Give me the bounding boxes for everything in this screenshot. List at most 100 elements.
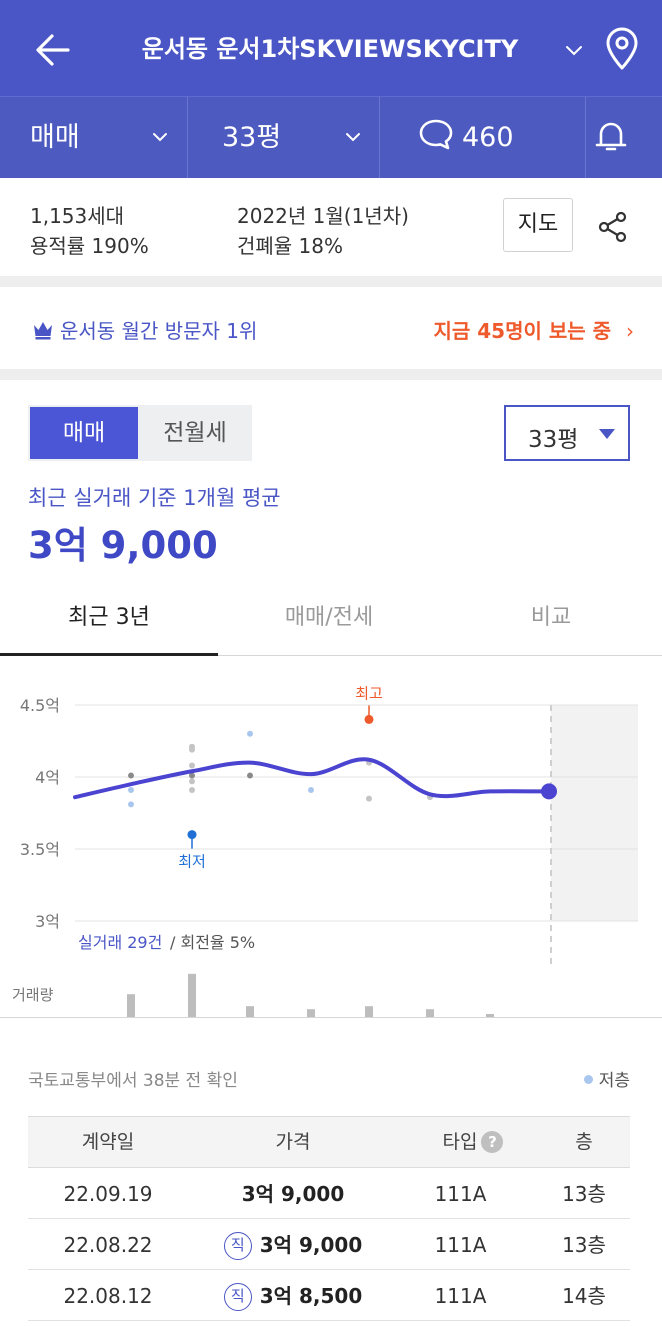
latest-point [541,783,557,800]
row-price: 직 3억 9,000 [188,1219,398,1269]
tab-recent-3y[interactable]: 최근 3년 [0,590,218,656]
volume-bar [307,1009,315,1017]
table-row[interactable]: 22.09.19 3억 9,000 111A 13층 [28,1168,630,1219]
bell-icon [595,122,627,151]
section-gap [0,276,662,287]
divider [187,97,188,179]
volume-bar [127,994,135,1017]
trade-point [308,786,314,793]
trade-point [189,762,195,769]
trade-point [189,746,195,753]
size-label: 33평 [222,122,282,153]
row-floor: 13층 [562,1233,606,1257]
y-tick-label: 4.5억 [20,696,60,715]
max-point [364,714,374,724]
volume-bar [188,973,196,1017]
trade-point [128,772,134,779]
viewers-now[interactable]: 지금 45명이 보는 중 › [434,315,635,344]
trade-point [247,772,253,779]
header-type[interactable]: 타입? [413,1117,533,1167]
section-gap [0,369,662,380]
row-type: 111A [434,1233,487,1257]
chevron-down-icon[interactable] [562,38,586,62]
trade-segment-control: 매매 전월세 [28,405,252,461]
rank-text: 운서동 월간 방문자 1위 [60,319,258,343]
visitor-rank-banner[interactable]: 운서동 월간 방문자 1위 지금 45명이 보는 중 › [0,287,662,369]
comments-button[interactable]: 460 [418,97,514,179]
trade-point [247,730,253,737]
chevron-right-icon: › [626,319,634,343]
map-pin-icon [606,27,638,70]
legend-low-floor: 저층 [583,1066,630,1091]
trade-point [189,786,195,793]
row-price-value: 3억 9,000 [241,1182,345,1206]
viewers-text: 지금 45명이 보는 중 [433,319,612,343]
chevron-down-icon[interactable] [343,127,363,147]
row-floor: 13층 [562,1182,606,1206]
trade-point [128,801,134,808]
table-row[interactable]: 22.08.22 직 3억 9,000 111A 13층 [28,1219,630,1270]
volume-bar [426,1009,434,1017]
row-date: 22.09.19 [63,1182,153,1206]
table-row[interactable]: 22.08.12 직 3억 8,500 111A 14층 [28,1270,630,1321]
volume-label: 거래량 [12,986,54,1004]
average-price: 3억 9,000 [28,524,218,567]
map-button[interactable]: 지도 [503,198,573,252]
page-title[interactable]: 운서동 운서1차SKVIEWSKYCITY [141,35,519,63]
segment-rent[interactable]: 전월세 [163,420,227,446]
floor-area-ratio: 용적률 190% [30,234,149,258]
legend-low-floor-label: 저층 [598,1071,630,1091]
speech-bubble-icon [419,119,453,150]
tab-compare[interactable]: 비교 [530,605,572,630]
help-icon[interactable]: ? [481,1131,504,1153]
trade-point [366,795,372,802]
alarm-button[interactable] [594,119,628,155]
share-icon [598,211,627,243]
trade-type-label: 매매 [30,122,80,153]
header-floor: 층 [575,1131,593,1153]
households: 1,153세대 [30,204,125,228]
turnover-rate: / 회전율 5% [170,933,255,952]
volume-bar [246,1006,254,1017]
row-floor: 14층 [562,1284,606,1308]
size-dropdown[interactable]: 33평 [504,405,630,461]
segment-sale[interactable]: 매매 [30,407,138,459]
volume-bar [365,1006,373,1017]
y-tick-label: 3.5억 [20,840,60,859]
trade-count: 실거래 29건 [78,933,162,952]
top-bar: 운서동 운서1차SKVIEWSKYCITY [0,0,662,96]
trade-type-selector[interactable]: 매매 [30,97,80,179]
coverage-ratio: 건폐율 18% [237,234,344,258]
complex-info: 1,153세대 용적률 190% 2022년 1월(1년차) 건폐율 18% 지… [0,178,662,276]
chevron-down-icon[interactable] [150,127,170,147]
trade-point [189,778,195,785]
filter-bar: 매매 33평 460 [0,96,662,179]
row-price: 직 3억 8,500 [188,1270,398,1320]
row-date: 22.08.22 [63,1233,153,1257]
header-date: 계약일 [81,1131,135,1153]
row-type: 111A [434,1182,487,1206]
size-dropdown-label: 33평 [528,427,579,453]
crown-icon [34,322,52,340]
share-button[interactable] [596,210,630,244]
min-label: 최저 [178,853,206,871]
row-price-value: 3억 9,000 [259,1233,363,1257]
y-tick-label: 4억 [35,768,60,787]
trade-point [128,786,134,793]
divider [379,97,380,179]
location-button[interactable] [602,26,642,72]
row-date: 22.08.12 [63,1284,153,1308]
low-floor-dot [583,1075,593,1084]
header-type-label: 타입 [442,1131,478,1153]
direct-trade-badge: 직 [223,1283,252,1311]
max-label: 최고 [355,684,383,702]
direct-trade-badge: 직 [223,1232,252,1260]
row-price-value: 3억 8,500 [259,1284,363,1308]
built-date: 2022년 1월(1년차) [237,204,409,228]
size-selector[interactable]: 33평 [222,97,281,179]
y-tick-label: 3억 [35,912,60,931]
back-button[interactable] [30,26,78,74]
comment-count: 460 [462,122,514,153]
tab-sale-lease[interactable]: 매매/전세 [284,605,374,630]
